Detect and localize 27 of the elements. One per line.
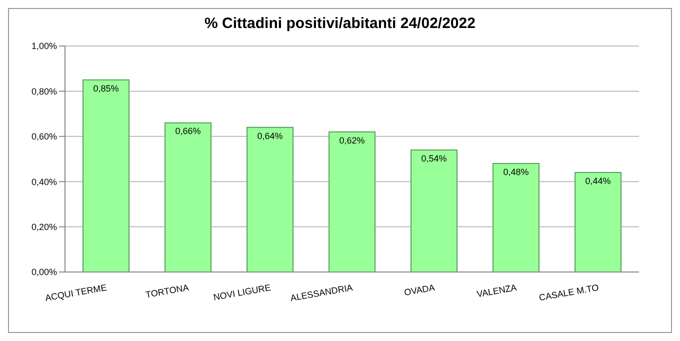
bar: [246, 126, 294, 272]
data-label: 0,48%: [503, 166, 529, 177]
data-label: 0,85%: [93, 83, 119, 94]
x-tick-label: ACQUI TERME: [44, 282, 108, 304]
data-label: 0,44%: [585, 176, 611, 186]
bar: [164, 122, 212, 272]
bar: [410, 149, 458, 272]
y-tick-label: 0,60%: [31, 132, 57, 142]
y-tick-label: 0,80%: [31, 86, 57, 96]
bar: [492, 163, 540, 272]
x-tick-label: TORTONA: [144, 282, 190, 300]
bar: [82, 79, 130, 272]
y-tick-label: 0,00%: [31, 267, 57, 278]
data-label: 0,66%: [175, 126, 201, 136]
y-tick-label: 0,20%: [31, 222, 57, 232]
y-tick-label: 0,40%: [31, 176, 57, 187]
x-tick-label: CASALE M.TO: [538, 282, 600, 303]
bar: [574, 172, 622, 272]
y-tick-label: 1,00%: [31, 41, 57, 52]
data-label: 0,54%: [421, 153, 447, 164]
x-tick-label: OVADA: [403, 282, 436, 298]
x-tick-label: VALENZA: [476, 282, 518, 300]
bar: [328, 131, 376, 272]
data-label: 0,64%: [257, 130, 283, 141]
chart-title: % Cittadini positivi/abitanti 24/02/2022: [204, 15, 476, 32]
data-label: 0,62%: [339, 135, 365, 146]
x-tick-label: NOVI LIGURE: [212, 282, 272, 302]
